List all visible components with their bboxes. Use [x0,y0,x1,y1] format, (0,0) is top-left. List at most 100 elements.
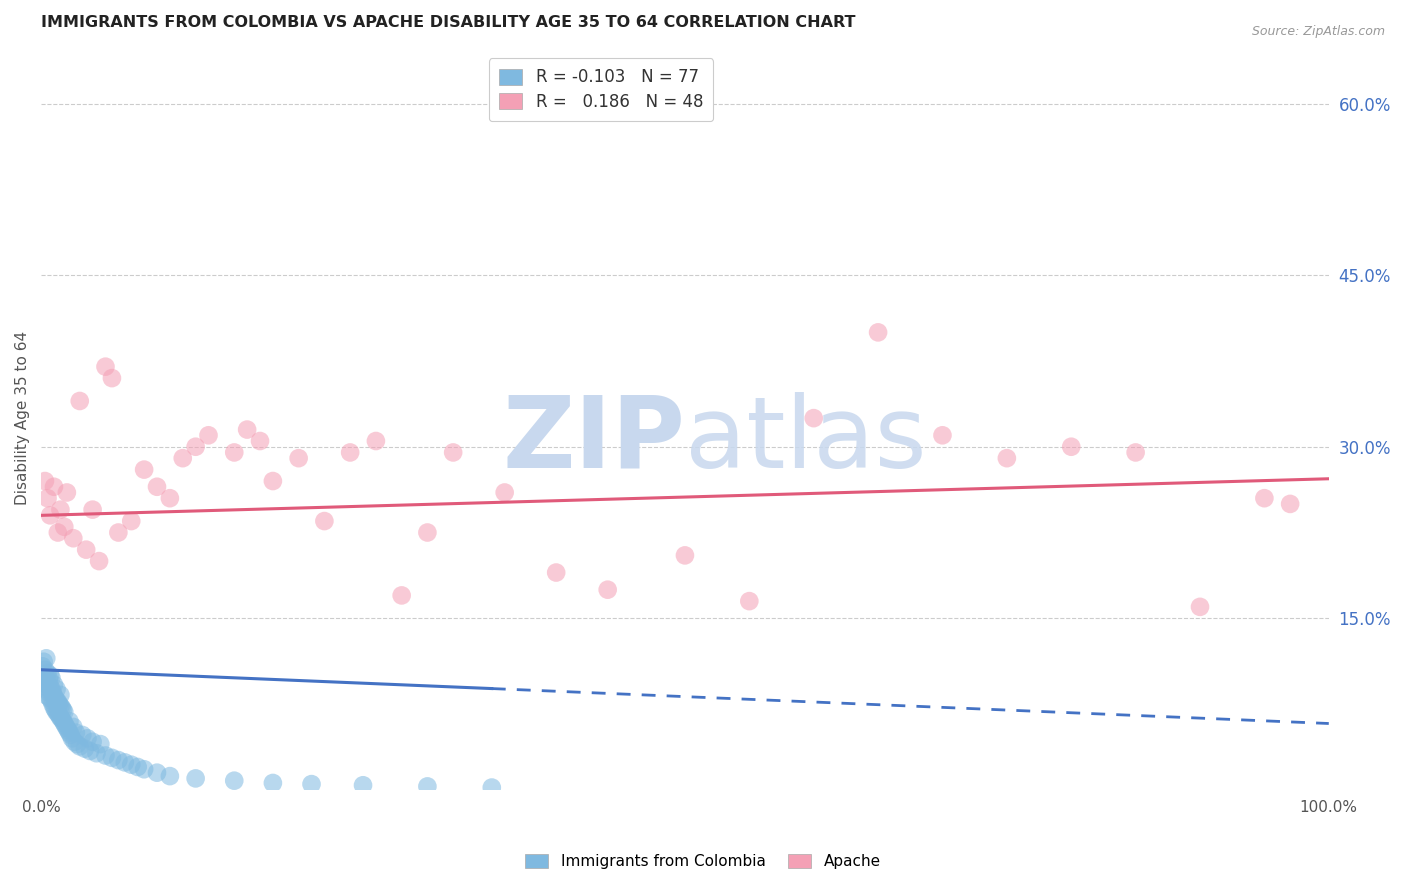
Point [46,695,69,709]
Point [46,525,69,540]
Point [546,566,568,580]
Point [197,428,219,442]
Point [45,682,67,697]
Point [82,735,104,749]
Point [146,480,169,494]
Point [416,525,439,540]
Point [134,462,156,476]
Point [262,776,284,790]
Point [42,480,65,494]
Point [224,773,246,788]
Point [37,689,59,703]
Point [1125,445,1147,459]
Point [184,440,207,454]
Point [339,445,361,459]
Point [94,359,117,374]
Point [51,700,73,714]
Point [35,671,58,685]
Point [48,708,70,723]
Point [35,651,58,665]
Point [120,514,142,528]
Point [59,728,82,742]
Point [73,741,96,756]
Point [1060,440,1083,454]
Point [38,685,60,699]
Point [159,769,181,783]
Point [35,682,58,697]
Point [72,728,94,742]
Point [44,703,66,717]
Point [172,451,194,466]
Point [995,451,1018,466]
Point [37,678,59,692]
Point [56,485,79,500]
Point [1279,497,1302,511]
Point [38,672,60,686]
Point [262,474,284,488]
Point [94,748,117,763]
Point [53,716,76,731]
Point [46,706,69,721]
Point [287,451,309,466]
Point [41,682,63,697]
Legend: R = -0.103   N = 77, R =   0.186   N = 48: R = -0.103 N = 77, R = 0.186 N = 48 [489,59,713,121]
Point [120,757,142,772]
Point [58,725,80,739]
Point [82,502,104,516]
Point [87,554,110,568]
Point [62,531,84,545]
Point [42,678,65,692]
Point [48,697,70,711]
Point [41,685,63,699]
Point [249,434,271,448]
Point [364,434,387,448]
Text: atlas: atlas [685,392,927,489]
Point [86,746,108,760]
Point [52,703,75,717]
Point [134,762,156,776]
Point [107,753,129,767]
Point [224,445,246,459]
Point [1253,491,1275,506]
Point [66,737,89,751]
Point [127,760,149,774]
Point [56,721,79,735]
Point [101,751,124,765]
Point [34,680,56,694]
Point [56,723,79,738]
Point [51,712,73,726]
Point [75,542,97,557]
Point [101,371,124,385]
Point [49,711,72,725]
Point [37,666,59,681]
Point [803,411,825,425]
Point [63,735,86,749]
Point [45,705,67,719]
Point [53,520,76,534]
Point [79,744,101,758]
Point [39,668,62,682]
Point [352,778,374,792]
Point [41,693,63,707]
Point [69,394,91,409]
Point [44,691,66,706]
Point [42,689,65,703]
Point [76,731,98,746]
Point [49,688,72,702]
Point [236,423,259,437]
Point [49,502,72,516]
Y-axis label: Disability Age 35 to 64: Disability Age 35 to 64 [15,331,30,505]
Point [114,756,136,770]
Point [32,655,55,669]
Point [60,731,83,746]
Text: IMMIGRANTS FROM COLOMBIA VS APACHE DISABILITY AGE 35 TO 64 CORRELATION CHART: IMMIGRANTS FROM COLOMBIA VS APACHE DISAB… [41,15,856,30]
Point [931,428,953,442]
Point [301,777,323,791]
Point [738,594,761,608]
Legend: Immigrants from Colombia, Apache: Immigrants from Colombia, Apache [519,847,887,875]
Point [31,659,53,673]
Point [391,589,413,603]
Point [107,525,129,540]
Point [39,508,62,523]
Point [52,714,75,729]
